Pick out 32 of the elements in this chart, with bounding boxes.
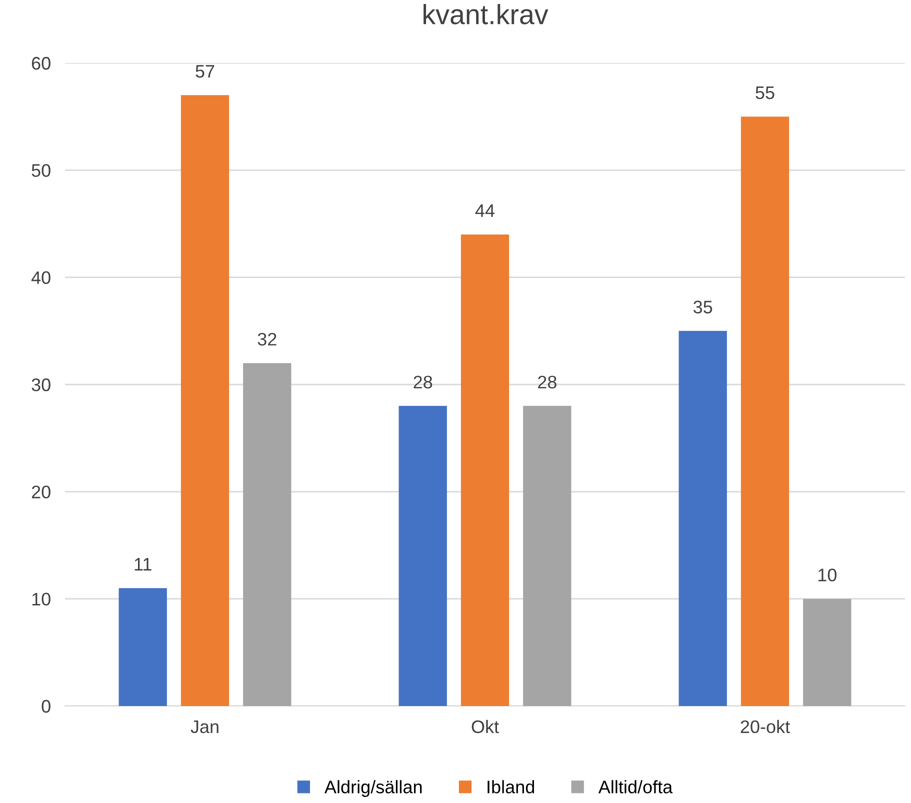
bar	[803, 598, 852, 706]
chart-title: kvant.krav	[424, 4, 548, 24]
bar	[678, 330, 727, 706]
data-label: 11	[134, 558, 152, 570]
bar	[180, 95, 230, 706]
y-tick-label: 30	[32, 378, 50, 392]
data-label: 10	[818, 568, 836, 582]
y-tick-label: 10	[32, 592, 50, 606]
data-label: 32	[258, 332, 276, 346]
y-tick-label: 20	[32, 486, 50, 498]
data-label: 35	[693, 300, 712, 314]
y-tick-label: 60	[32, 56, 50, 70]
bar	[118, 588, 167, 706]
data-label: 57	[196, 65, 214, 78]
bar	[460, 234, 510, 706]
x-tick-label: Jan	[190, 720, 218, 734]
bar	[398, 406, 447, 706]
data-label: 55	[756, 86, 774, 100]
legend-label: Alltid/ofta	[598, 780, 673, 794]
y-tick-label: 40	[31, 271, 50, 284]
data-label: 28	[414, 376, 432, 388]
x-tick-label: 20-okt	[740, 720, 790, 734]
y-tick-label: 50	[32, 164, 50, 177]
bar	[523, 406, 572, 706]
legend-label: Ibland	[488, 780, 534, 794]
bar	[740, 116, 790, 706]
legend-label: Aldrig/sällan	[324, 780, 422, 797]
data-label: 28	[538, 376, 556, 388]
data-label: 44	[475, 204, 495, 217]
x-tick-label: Okt	[472, 720, 499, 734]
bar	[243, 363, 292, 706]
y-tick-label: 0	[42, 700, 50, 713]
